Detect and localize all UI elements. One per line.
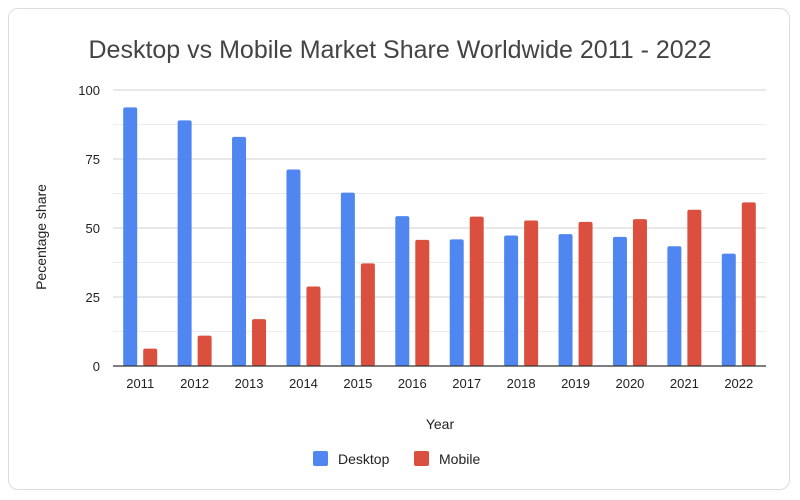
x-tick-label: 2022: [724, 376, 753, 391]
bar-desktop-2022: [721, 253, 736, 366]
x-tick-label: 2013: [235, 376, 264, 391]
bar-mobile-2019: [578, 221, 593, 366]
bar-mobile-2021: [687, 209, 702, 366]
legend: Desktop Mobile: [313, 451, 480, 467]
bar-desktop-2018: [504, 235, 519, 366]
x-tick-label: 2016: [398, 376, 427, 391]
bar-mobile-2011: [143, 348, 158, 366]
legend-label-desktop: Desktop: [338, 451, 390, 467]
bar-desktop-2012: [177, 120, 192, 366]
x-tick-label: 2018: [507, 376, 536, 391]
y-axis-label: Pecentage share: [33, 184, 49, 290]
y-tick-label: 50: [86, 221, 100, 236]
x-tick-label: 2019: [561, 376, 590, 391]
bar-mobile-2014: [306, 286, 321, 366]
bar-mobile-2020: [632, 219, 647, 366]
bar-desktop-2011: [123, 107, 138, 366]
bar-mobile-2012: [197, 335, 212, 366]
x-tick-label: 2014: [289, 376, 318, 391]
bar-mobile-2022: [741, 202, 756, 366]
bar-desktop-2013: [232, 136, 247, 366]
bar-mobile-2017: [469, 216, 484, 366]
gridlines: [113, 89, 766, 332]
y-axis-ticks: 0 25 50 75 100: [78, 83, 100, 374]
bar-desktop-2016: [395, 216, 410, 366]
x-tick-label: 2020: [615, 376, 644, 391]
bar-desktop-2019: [558, 234, 573, 366]
bar-desktop-2017: [449, 239, 464, 366]
x-axis-label: Year: [426, 416, 455, 432]
bars: [123, 107, 756, 366]
bar-desktop-2015: [340, 192, 355, 366]
bar-mobile-2013: [252, 319, 267, 366]
y-tick-label: 100: [78, 83, 100, 98]
bar-desktop-2020: [612, 236, 627, 366]
bar-desktop-2021: [667, 246, 682, 366]
x-tick-label: 2015: [343, 376, 372, 391]
chart-title: Desktop vs Mobile Market Share Worldwide…: [89, 36, 712, 64]
legend-label-mobile: Mobile: [439, 451, 480, 467]
y-tick-label: 0: [93, 359, 100, 374]
y-tick-label: 25: [86, 290, 100, 305]
bar-mobile-2018: [524, 220, 539, 366]
bar-desktop-2014: [286, 169, 301, 366]
legend-swatch-desktop: [313, 451, 328, 466]
x-tick-label: 2021: [670, 376, 699, 391]
legend-swatch-mobile: [414, 451, 429, 466]
x-tick-label: 2017: [452, 376, 481, 391]
bar-mobile-2016: [415, 239, 430, 366]
x-tick-label: 2012: [180, 376, 209, 391]
y-tick-label: 75: [86, 152, 100, 167]
bar-mobile-2015: [360, 263, 375, 366]
x-axis-ticks: 2011 2012 2013 2014 2015 2016 2017 2018 2019 2020…: [126, 376, 753, 391]
x-tick-label: 2011: [126, 376, 154, 391]
